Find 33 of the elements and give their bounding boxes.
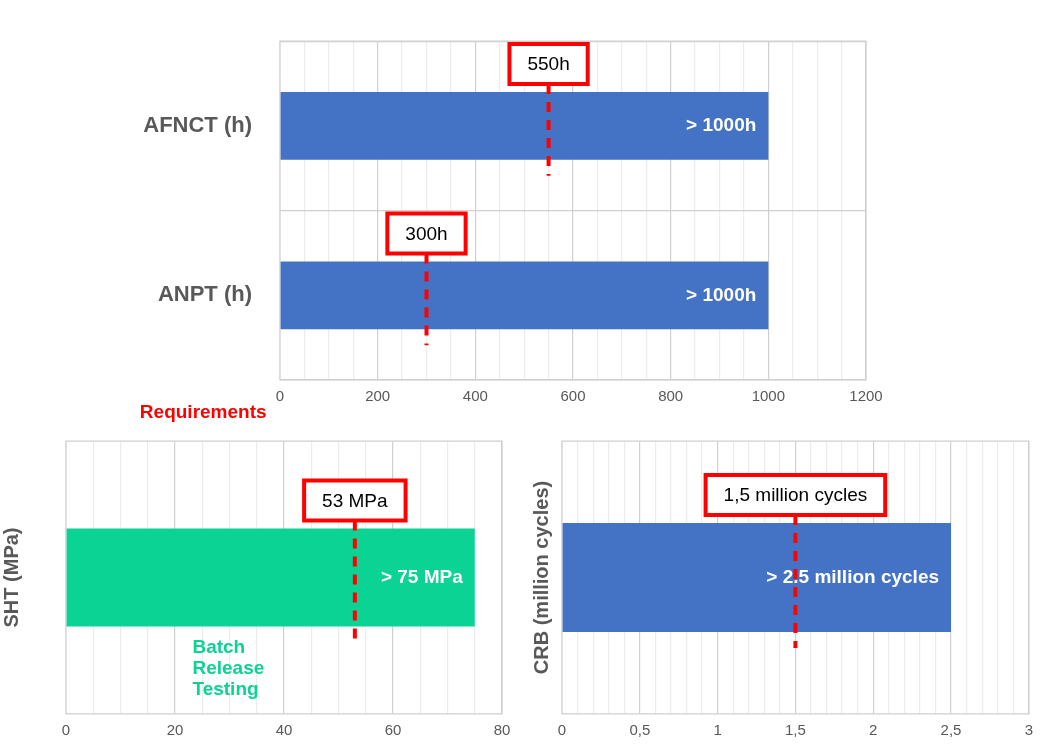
data-label: > 75 MPa — [380, 565, 464, 587]
x-tick-label: 3 — [1024, 720, 1033, 738]
ref-line-label: 300h — [405, 222, 448, 244]
y-tick-label: AFNCT (h) — [143, 111, 252, 137]
x-tick-label: 1000 — [751, 387, 786, 405]
x-tick-label: 0 — [557, 720, 567, 738]
x-tick-label: 40 — [275, 720, 293, 738]
x-tick-label: 600 — [560, 387, 586, 405]
x-tick-label: 80 — [493, 720, 511, 738]
x-tick-label: 200 — [365, 387, 391, 405]
data-label: > 1000h — [686, 283, 757, 305]
x-tick-label: 1,5 — [784, 720, 806, 738]
annotation: Batch Release Testing — [192, 636, 265, 700]
y-axis-title: CRB (million cycles) — [529, 480, 552, 675]
x-tick-label: 0 — [275, 387, 285, 405]
data-label: > 2.5 million cycles — [766, 565, 940, 587]
ref-line-label: 53 MPa — [322, 489, 389, 511]
data-label: > 1000h — [686, 114, 757, 136]
ref-line-label: 550h — [527, 53, 570, 75]
x-tick-label: 60 — [384, 720, 402, 738]
x-tick-label: 0 — [61, 720, 71, 738]
y-axis-title: SHT (MPa) — [0, 527, 22, 628]
ref-line-label: 1,5 million cycles — [723, 484, 868, 506]
x-tick-label: 2 — [869, 720, 878, 738]
text: Requirements — [139, 400, 267, 422]
x-tick-label: 2,5 — [940, 720, 962, 738]
x-tick-label: 800 — [658, 387, 684, 405]
x-tick-label: 400 — [462, 387, 488, 405]
x-tick-label: 1200 — [849, 387, 883, 405]
x-tick-label: 0,5 — [629, 720, 651, 738]
x-tick-label: 20 — [166, 720, 184, 738]
x-tick-label: 1 — [713, 720, 722, 738]
y-tick-label: ANPT (h) — [157, 281, 252, 307]
